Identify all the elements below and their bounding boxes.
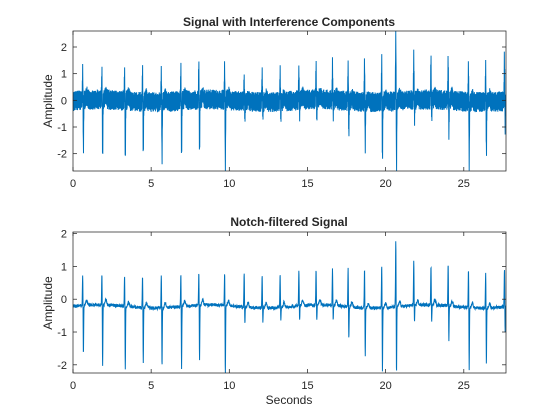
y-tick-label: -1 [57, 327, 67, 339]
y-tick-label: -1 [57, 122, 67, 134]
x-tick-label: 5 [148, 380, 154, 392]
y-tick-label: 0 [61, 294, 67, 306]
y-tick-label: -2 [57, 149, 67, 161]
x-axis-label: Seconds [266, 393, 313, 407]
y-tick-label: 2 [61, 42, 67, 54]
y-tick-label: 1 [61, 261, 67, 273]
subplot-notch-filtered: Notch-filtered Signal Amplitude Seconds … [41, 215, 507, 407]
signal-series-line [73, 241, 506, 373]
x-tick-label: 10 [223, 178, 235, 190]
axes-box [72, 30, 507, 172]
axes-box [72, 231, 507, 374]
chart-title: Notch-filtered Signal [230, 215, 347, 229]
axes: 0 5 10 15 20 25 -2 -1 0 1 2 [57, 229, 507, 392]
x-tick-label: 5 [148, 178, 154, 190]
subplot-signal-with-interference: Signal with Interference Components Ampl… [41, 15, 507, 190]
x-tick-label: 25 [458, 380, 470, 392]
signal-series-line [73, 31, 506, 171]
x-tick-label: 25 [458, 178, 470, 190]
x-tick-label: 0 [70, 380, 76, 392]
x-tick-label: 15 [301, 380, 313, 392]
x-tick-label: 20 [380, 380, 392, 392]
x-tick-label: 10 [223, 380, 235, 392]
y-axis-label: Amplitude [41, 276, 55, 330]
y-axis-label: Amplitude [41, 74, 55, 128]
y-tick-label: 2 [61, 229, 67, 241]
chart-title: Signal with Interference Components [183, 15, 395, 29]
y-tick-label: -2 [57, 360, 67, 372]
x-tick-label: 0 [70, 178, 76, 190]
x-tick-label: 20 [380, 178, 392, 190]
y-tick-label: 0 [61, 95, 67, 107]
plot-area [73, 31, 506, 171]
plot-area [73, 241, 506, 373]
y-tick-label: 1 [61, 69, 67, 81]
x-tick-label: 15 [301, 178, 313, 190]
axes: 0 5 10 15 20 25 -2 -1 0 1 2 [57, 30, 507, 190]
